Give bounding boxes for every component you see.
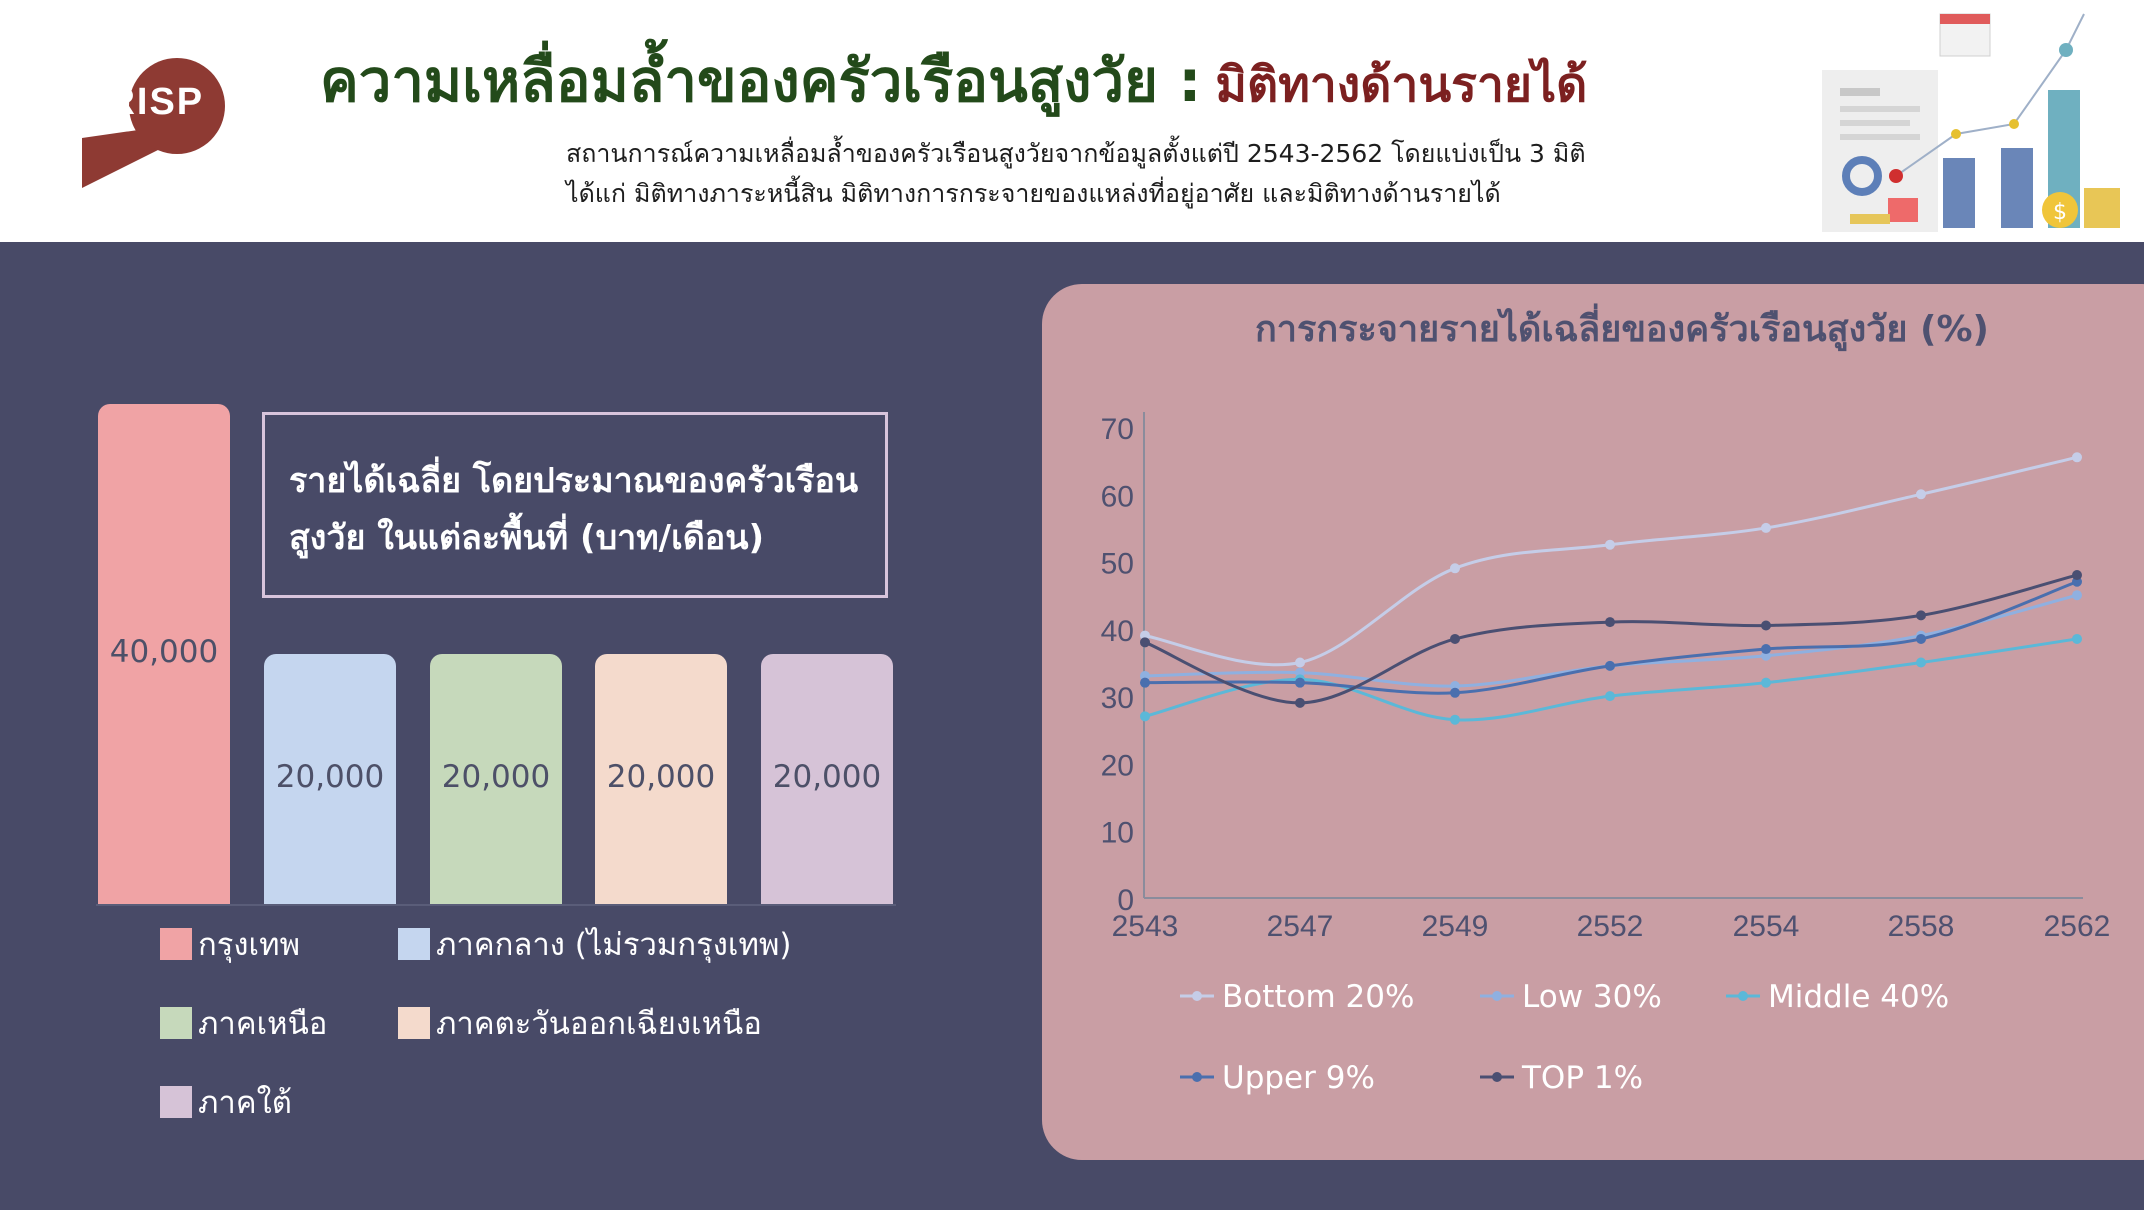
line-chart-title: การกระจายรายได้เฉลี่ยของครัวเรือนสูงวัย … [1255,303,1989,352]
bar-central: 20,000 [264,654,396,904]
data-point [1605,660,1615,671]
crisp-logo: CRISP [78,58,225,188]
data-point [1916,610,1926,621]
x-tick-label: 2552 [1577,910,1644,943]
data-point [1761,620,1771,631]
bar-chart-title: รายได้เฉลี่ย โดยประมาณของครัวเรือน สูงวั… [289,453,865,567]
y-tick-label: 60 [1101,480,1134,513]
data-point [1140,711,1150,722]
legend-label: Bottom 20% [1222,979,1414,1015]
legend-marker [1192,1072,1202,1082]
legend-item-central: ภาคกลาง (ไม่รวมกรุงเทพ) [398,924,791,964]
legend-swatch [398,928,430,960]
legend-label: กรุงเทพ [198,927,301,963]
data-point [1450,714,1460,725]
data-point [2072,452,2082,463]
data-point [2072,570,2082,581]
data-point [1761,522,1771,533]
legend-label: TOP 1% [1521,1060,1643,1096]
bar-chart-title-line-1: รายได้เฉลี่ย โดยประมาณของครัวเรือน [289,461,859,501]
bar-value-label: 40,000 [109,634,219,670]
legend-swatch [160,1086,192,1118]
legend-label: Upper 9% [1222,1060,1375,1096]
data-point [1450,633,1460,644]
title-main: ความเหลื่อมล้ำของครัวเรือนสูงวัย : [320,47,1202,115]
data-point [1916,633,1926,644]
bar-chart-title-box: รายได้เฉลี่ย โดยประมาณของครัวเรือน สูงวั… [262,412,888,598]
series-line-low-30- [1144,593,2078,688]
x-tick-label: 2562 [2044,910,2111,943]
data-point [1450,563,1460,574]
page-title: ความเหลื่อมล้ำของครัวเรือนสูงวัย : มิติทา… [320,34,1800,127]
bar-chart-title-line-2: สูงวัย ในแต่ละพื้นที่ (บาท/เดือน) [289,518,764,558]
logo-text: CRISP [78,81,204,123]
x-tick-label: 2547 [1267,910,1334,943]
legend-label: ภาคตะวันออกเฉียงเหนือ [436,1006,762,1042]
bar-baseline [96,904,896,906]
data-point [1295,657,1305,668]
legend-label: ภาคกลาง (ไม่รวมกรุงเทพ) [436,927,792,963]
legend-marker [1492,1072,1502,1082]
x-tick-label: 2554 [1733,910,1800,943]
bar-bangkok: 40,000 [98,404,230,904]
header: CRISP ความเหลื่อมล้ำของครัวเรือนสูงวัย :… [0,0,2144,242]
finance-illustration-icon: $ [1822,13,2120,232]
y-tick-label: 40 [1101,615,1134,648]
bar-value-label: 20,000 [441,759,551,795]
y-tick-label: 10 [1101,817,1134,850]
data-point [2072,590,2082,601]
bar-south: 20,000 [761,654,893,904]
legend-label: Low 30% [1522,979,1662,1015]
legend-swatch [160,1007,192,1039]
y-tick-label: 70 [1101,413,1134,446]
description-line-1: สถานการณ์ความเหลื่อมล้ำของครัวเรือนสูงวั… [566,139,1586,168]
data-point [1295,697,1305,708]
legend-item-bangkok: กรุงเทพ [160,924,300,964]
legend-swatch [398,1007,430,1039]
data-point [1450,687,1460,698]
svg-text:$: $ [2053,200,2067,225]
data-point [1761,677,1771,688]
legend-swatch [160,928,192,960]
y-tick-label: 20 [1101,749,1134,782]
data-point [1140,637,1150,648]
x-tick-label: 2558 [1888,910,1955,943]
bar-value-label: 20,000 [606,759,716,795]
y-tick-label: 30 [1101,682,1134,715]
description-line-2: ได้แก่ มิติทางภาระหนี้สิน มิติทางการกระจ… [566,179,1501,208]
legend-marker [1192,991,1202,1001]
line-chart: การกระจายรายได้เฉลี่ยของครัวเรือนสูงวัย … [1101,303,2111,1096]
legend-label: ภาคเหนือ [198,1006,328,1042]
data-point [1605,617,1615,628]
legend-item-northeast: ภาคตะวันออกเฉียงเหนือ [398,1003,762,1043]
bar-north: 20,000 [430,654,562,904]
data-point [1761,644,1771,655]
title-sub: มิติทางด้านรายได้ [1215,57,1588,113]
line-chart-panel [1042,284,2144,1160]
data-point [1295,677,1305,688]
bar-value-label: 20,000 [772,759,882,795]
data-point [1140,677,1150,688]
data-point [1916,489,1926,500]
data-point [1916,657,1926,668]
bar-value-label: 20,000 [275,759,385,795]
legend-marker [1738,991,1748,1001]
page-description: สถานการณ์ความเหลื่อมล้ำของครัวเรือนสูงวั… [566,134,1716,214]
legend-label: ภาคใต้ [198,1085,292,1121]
x-tick-label: 2549 [1422,910,1489,943]
series-line-upper-9- [1144,580,2078,695]
bar-chart: 40,000 20,000 20,000 20,000 20,000 [0,242,1000,1210]
y-tick-label: 0 [1117,884,1134,917]
data-point [2072,633,2082,644]
bar-northeast: 20,000 [595,654,727,904]
legend-item-north: ภาคเหนือ [160,1003,327,1043]
data-point [1605,539,1615,550]
x-tick-label: 2543 [1112,910,1179,943]
legend-marker [1492,991,1502,1001]
data-point [1605,691,1615,702]
y-tick-label: 50 [1101,548,1134,581]
series-line-middle-40- [1144,637,2078,722]
legend-item-south: ภาคใต้ [160,1082,292,1122]
legend-label: Middle 40% [1768,979,1949,1015]
